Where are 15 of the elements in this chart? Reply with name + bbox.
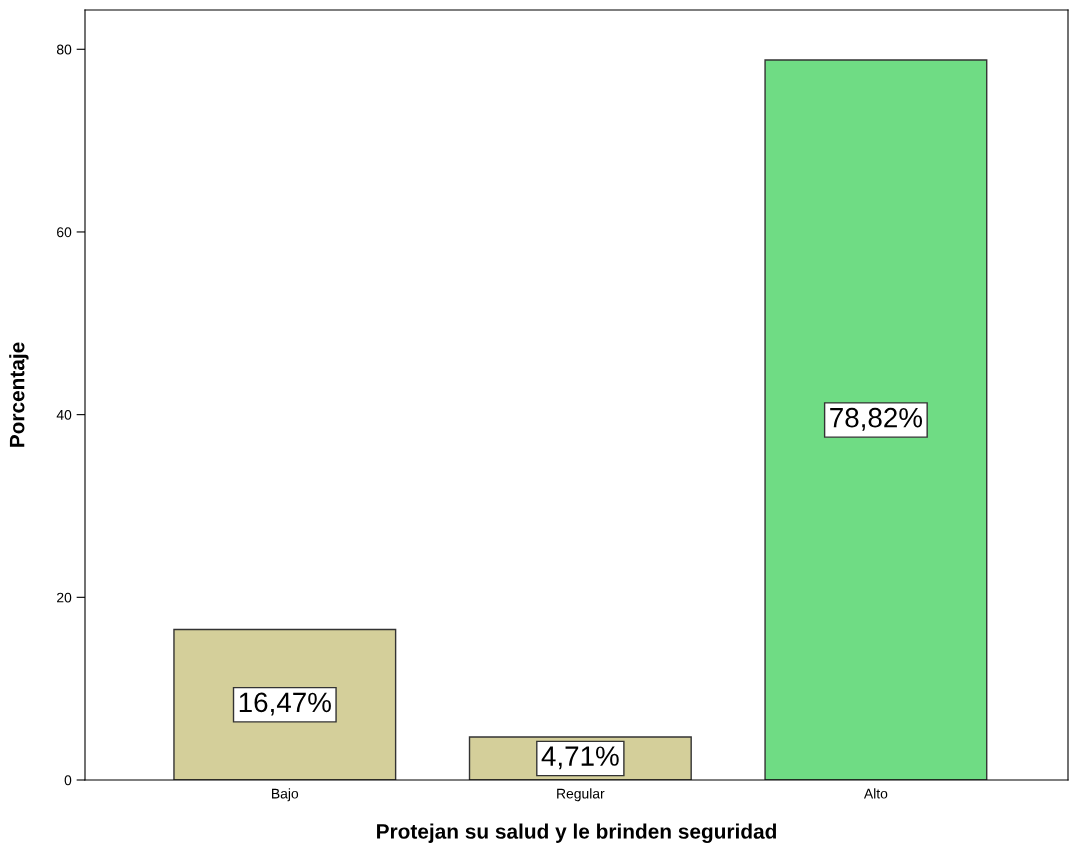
x-tick-label: Regular: [557, 788, 605, 802]
bar: [173, 628, 397, 780]
y-tick-label: 80: [56, 44, 72, 55]
x-tick-label: Bajo: [272, 788, 299, 802]
y-axis-title: Porcentaje: [9, 342, 29, 447]
x-tick-label: Alto: [863, 788, 888, 799]
x-axis-title: Protejan su salud y le brinden seguridad: [377, 823, 776, 844]
y-tick-label: 60: [57, 227, 72, 238]
y-tick-label: 20: [57, 592, 72, 603]
y-tick-label: 0: [64, 775, 72, 786]
bar: [764, 59, 988, 780]
data-label: 16,47%: [239, 692, 331, 716]
data-label: 4,71%: [541, 746, 619, 770]
data-label: 78,82%: [830, 407, 923, 431]
y-tick-label: 40: [56, 409, 72, 420]
